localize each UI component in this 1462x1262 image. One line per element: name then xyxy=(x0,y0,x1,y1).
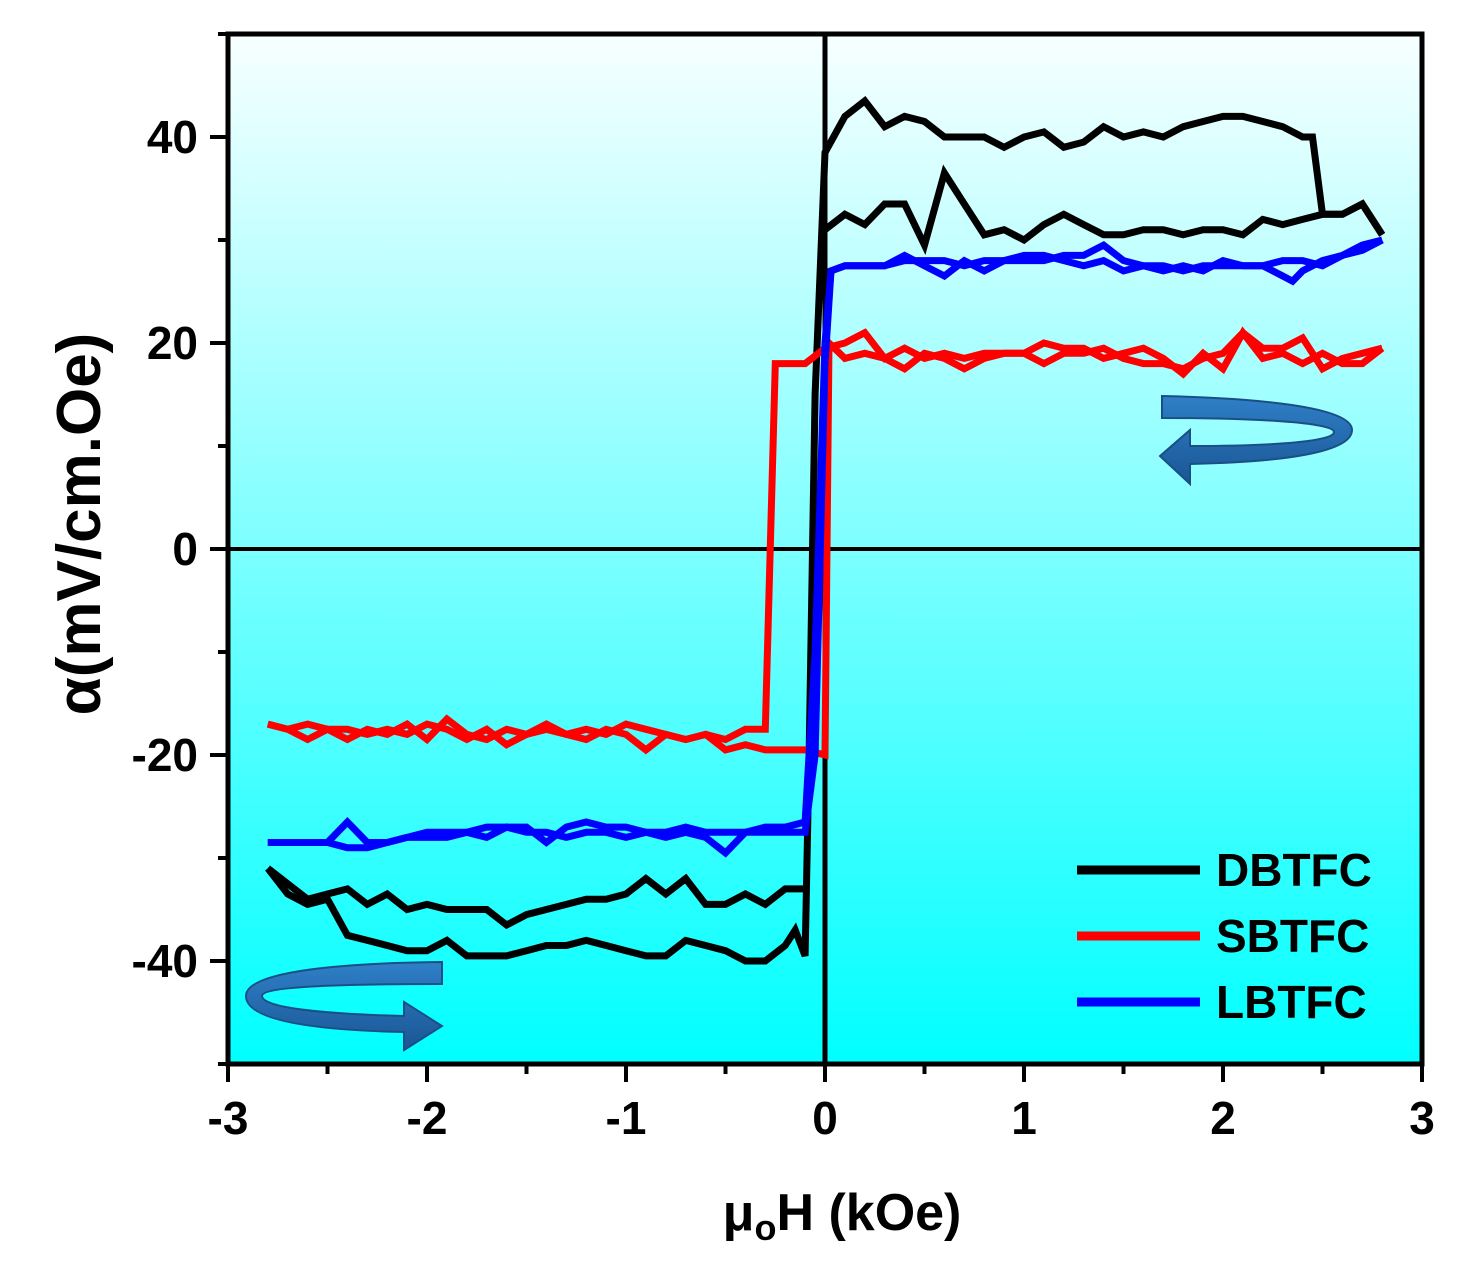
y-tick-label: 0 xyxy=(172,523,198,575)
legend-item-dbtfc: DBTFC xyxy=(1077,844,1372,896)
x-tick-labels: -3 -2 -1 0 1 2 3 xyxy=(208,1092,1435,1144)
legend-label-dbtfc: DBTFC xyxy=(1216,844,1372,896)
series-dbtfc-branch-1 xyxy=(822,164,1386,255)
x-axis-title-rest: H (kOe) xyxy=(776,1184,961,1242)
x-tick-label: 0 xyxy=(812,1092,838,1144)
curved-arrow-top-right-icon xyxy=(1158,394,1354,487)
x-axis-title-sub: o xyxy=(754,1207,776,1248)
x-tick-label: -3 xyxy=(208,1092,249,1144)
y-tick-label: -20 xyxy=(132,729,198,781)
x-tick-label: 2 xyxy=(1210,1092,1236,1144)
legend-label-sbtfc: SBTFC xyxy=(1216,910,1369,962)
legend-item-lbtfc: LBTFC xyxy=(1077,976,1367,1028)
x-tick-label: 1 xyxy=(1011,1092,1037,1144)
x-tick-label: -1 xyxy=(606,1092,647,1144)
series-dbtfc-branch-3 xyxy=(265,865,806,930)
y-tick-label: 20 xyxy=(147,317,198,369)
axes xyxy=(210,31,1425,1082)
x-tick-label: -2 xyxy=(407,1092,448,1144)
series-sbtfc xyxy=(266,326,1385,760)
series-layer xyxy=(265,95,1386,965)
y-axis-title: α(mV/cm.Oe) xyxy=(45,333,114,716)
y-tick-label: 40 xyxy=(147,111,198,163)
legend: DBTFC SBTFC LBTFC xyxy=(1077,844,1372,1028)
series-sbtfc-branch-2 xyxy=(266,326,1385,749)
x-tick-label: 3 xyxy=(1409,1092,1435,1144)
series-lbtfc-branch-2 xyxy=(267,236,1384,852)
series-dbtfc xyxy=(265,95,1386,965)
x-axis-title: μoH (kOe) xyxy=(723,1184,962,1248)
y-tick-label: -40 xyxy=(132,935,198,987)
series-dbtfc-branch-2 xyxy=(265,95,1386,965)
legend-item-sbtfc: SBTFC xyxy=(1077,910,1369,962)
x-axis-title-main: μ xyxy=(723,1184,755,1242)
curved-arrow-bottom-left-icon xyxy=(244,960,444,1052)
legend-label-lbtfc: LBTFC xyxy=(1216,976,1367,1028)
y-tick-labels: -40 -20 0 20 40 xyxy=(132,111,198,987)
series-lbtfc xyxy=(267,236,1384,858)
